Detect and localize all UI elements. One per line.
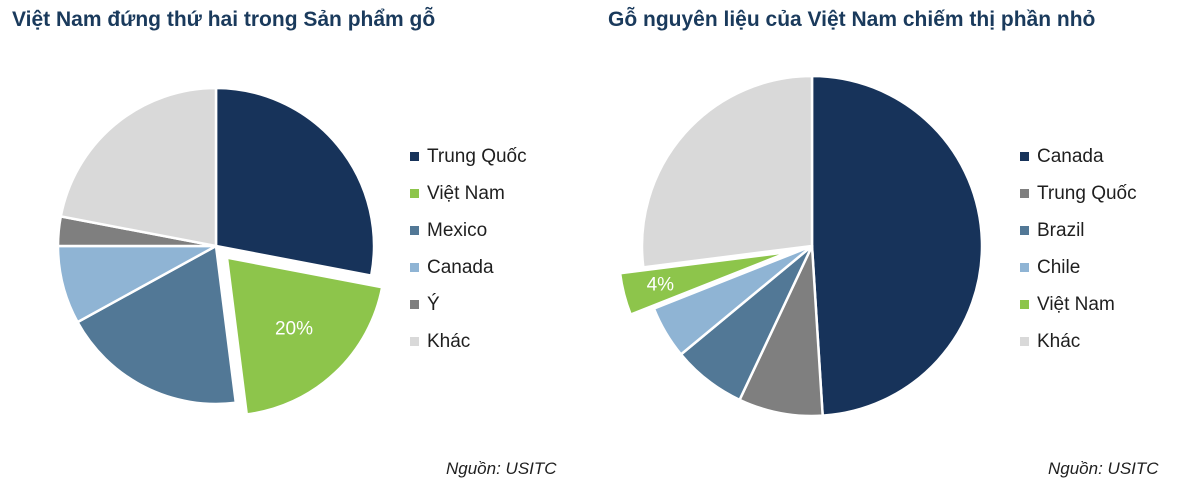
legend-swatch [410, 189, 419, 198]
legend-label: Việt Nam [1037, 293, 1115, 315]
data-label-viet-nam: 4% [647, 274, 675, 295]
pie-slice-khac [59, 86, 218, 248]
legend-swatch [410, 300, 419, 309]
chart-title: Gỗ nguyên liệu của Việt Nam chiếm thị ph… [608, 8, 1096, 31]
legend-swatch [410, 337, 419, 346]
legend-item-brazil: Brazil [1020, 212, 1137, 249]
legend-label: Khác [1037, 330, 1081, 352]
legend: Canada Trung Quốc Brazil Chile Việt Nam Khác [1020, 138, 1137, 360]
source-note: Nguồn: USITC [1048, 459, 1159, 478]
pie-slice-mexico [76, 244, 238, 406]
legend-swatch [1020, 337, 1029, 346]
legend-swatch [1020, 226, 1029, 235]
legend-label: Canada [427, 256, 494, 278]
legend-swatch [1020, 263, 1029, 272]
legend-swatch [1020, 300, 1029, 309]
legend-item-canada: Canada [410, 249, 527, 286]
legend: Trung Quốc Việt Nam Mexico Canada Ý Khác [410, 138, 527, 360]
legend-label: Việt Nam [427, 182, 505, 204]
pie-slice-canada [810, 74, 984, 417]
legend-label: Trung Quốc [1037, 182, 1137, 204]
legend-swatch [1020, 189, 1029, 198]
pie-slice-viet-nam [618, 250, 791, 316]
legend-item-khac: Khác [410, 323, 527, 360]
legend-item-viet-nam: Việt Nam [410, 175, 527, 212]
source-note: Nguồn: USITC [446, 459, 557, 478]
legend-item-mexico: Mexico [410, 212, 527, 249]
legend-swatch [410, 226, 419, 235]
legend-label: Canada [1037, 145, 1104, 167]
chart-title: Việt Nam đứng thứ hai trong Sản phẩm gỗ [12, 8, 436, 31]
legend-item-trung-quoc: Trung Quốc [410, 138, 527, 175]
legend-item-canada: Canada [1020, 138, 1137, 175]
pie-slice-trung-quoc [214, 86, 376, 277]
legend-label: Khác [427, 330, 471, 352]
chart-panel-wood-products: Việt Nam đứng thứ hai trong Sản phẩm gỗ … [12, 8, 557, 478]
legend-item-khac: Khác [1020, 323, 1137, 360]
legend-item-trung-quoc: Trung Quốc [1020, 175, 1137, 212]
pie-chart: 20% [56, 86, 384, 416]
legend-label: Mexico [427, 219, 488, 241]
legend-swatch [410, 152, 419, 161]
pie-slice-chile [652, 244, 814, 356]
legend-swatch [410, 263, 419, 272]
chart-panel-raw-timber: Gỗ nguyên liệu của Việt Nam chiếm thị ph… [600, 0, 1200, 500]
pie-slice-viet-nam [225, 256, 384, 416]
legend-item-chile: Chile [1020, 249, 1137, 286]
legend-label: Brazil [1037, 219, 1085, 241]
legend-item-y: Ý [410, 286, 527, 323]
legend-swatch [1020, 152, 1029, 161]
legend-label: Trung Quốc [427, 145, 527, 167]
legend-label: Ý [427, 293, 440, 315]
pie-chart: 4% [618, 74, 984, 418]
legend-item-viet-nam: Việt Nam [1020, 286, 1137, 323]
data-label-viet-nam: 20% [275, 319, 313, 340]
pie-slice-khac [640, 74, 814, 269]
legend-label: Chile [1037, 256, 1081, 278]
